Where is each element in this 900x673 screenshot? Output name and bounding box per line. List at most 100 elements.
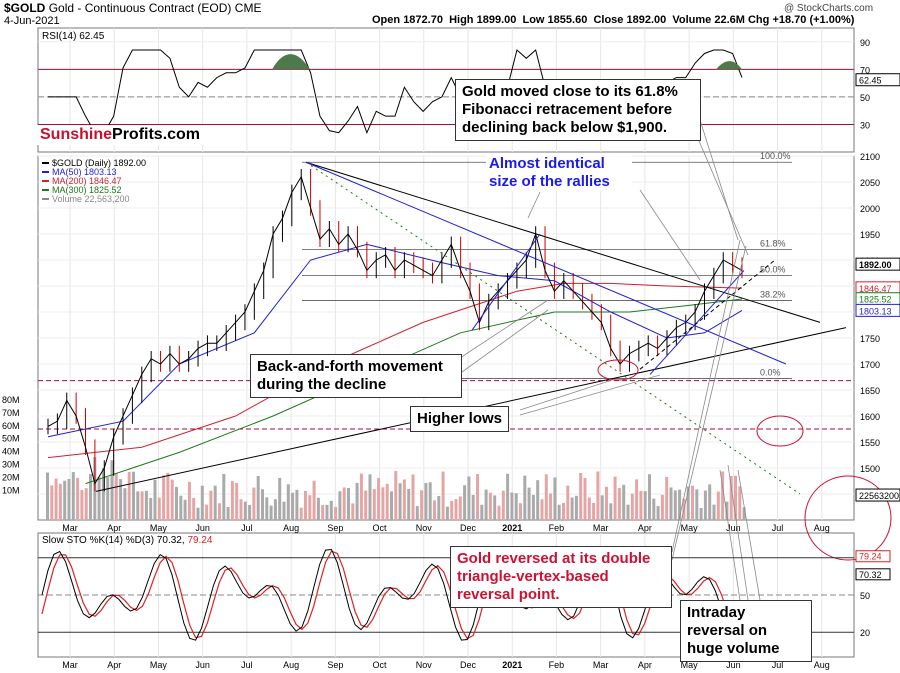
volume-bar xyxy=(205,504,209,520)
instrument-name: Gold - Continuous Contract (EOD) xyxy=(48,1,232,15)
volume-tick-label: 70M xyxy=(2,408,20,418)
volume-bar xyxy=(484,489,488,520)
volume-bar xyxy=(119,479,123,520)
price-tick-label: 2000 xyxy=(860,204,880,214)
volume-bar xyxy=(463,485,467,520)
fib-level-label: 0.0% xyxy=(760,368,781,378)
volume-bar xyxy=(669,487,673,520)
volume-bar xyxy=(162,475,166,520)
price-right-label: 22563200 xyxy=(859,491,899,501)
price-right-label: 1846.47 xyxy=(859,284,892,294)
callout-pointer xyxy=(671,239,741,553)
volume-bar xyxy=(187,481,191,520)
month-tick-label: Mar xyxy=(62,523,78,533)
month-tick-label: May xyxy=(150,523,168,533)
volume-bar xyxy=(725,501,729,520)
month-tick-label: Jun xyxy=(195,660,210,670)
volume-bar xyxy=(428,482,432,520)
month-tick-label: Mar xyxy=(593,523,609,533)
volume-bar xyxy=(372,489,376,520)
intraday-callout-text: Intraday reversal on huge volume xyxy=(687,604,780,657)
volume-bar xyxy=(368,474,372,520)
volume-bar xyxy=(519,503,522,520)
ticker: $GOLD xyxy=(4,1,46,15)
callout-pointer xyxy=(527,191,541,219)
target-circle xyxy=(756,415,804,447)
rsi-tick-label: 50 xyxy=(860,93,870,103)
price-tick-label: 1500 xyxy=(860,464,880,474)
price-close-line xyxy=(47,175,743,485)
volume-bar xyxy=(183,499,187,520)
fib-level-label: 38.2% xyxy=(760,290,786,300)
volume-bar xyxy=(549,493,553,520)
volume-bar xyxy=(480,504,484,520)
volume-bar xyxy=(235,482,239,520)
ma200-line xyxy=(47,282,743,459)
callout-pointer xyxy=(639,189,701,281)
volume-bar xyxy=(407,488,411,520)
sunshine-profits-logo: SunshineProfits.com xyxy=(36,125,205,145)
volume-bar xyxy=(226,507,230,520)
rsi-tick-label: 90 xyxy=(860,38,870,48)
rally-line xyxy=(471,233,541,331)
reversal-callout-text: Gold reversed at its double triangle-ver… xyxy=(457,550,651,603)
month-tick-label: Aug xyxy=(283,523,299,533)
month-tick-label: Jul xyxy=(772,523,784,533)
volume-bar xyxy=(536,480,540,520)
volume-bar xyxy=(273,499,277,520)
callout-pointer xyxy=(461,309,549,373)
volume-bar xyxy=(695,489,699,520)
volume-bar xyxy=(286,484,290,520)
month-tick-label: Aug xyxy=(283,660,299,670)
volume-bar xyxy=(699,507,703,520)
volume-bar xyxy=(101,468,105,520)
volume-bar xyxy=(467,476,471,520)
volume-bar xyxy=(523,475,527,520)
volume-bar xyxy=(110,460,114,520)
volume-bar xyxy=(574,495,578,520)
volume-bar xyxy=(415,506,419,520)
volume-bar xyxy=(635,479,639,520)
sto-right-label: 79.24 xyxy=(859,552,882,562)
volume-bar xyxy=(716,491,720,520)
open-label: Open xyxy=(372,14,401,26)
volume-bar xyxy=(230,481,234,520)
sto-title-part: 79.24 xyxy=(187,535,212,546)
month-tick-label: Nov xyxy=(416,660,433,670)
close-value: 1892.00 xyxy=(626,14,667,26)
volume-bar xyxy=(385,483,389,520)
volume-bar xyxy=(506,473,510,520)
volume-bar xyxy=(660,494,664,520)
rsi-overbought-fill xyxy=(272,54,310,70)
volume-bar xyxy=(140,491,144,520)
volume-bar xyxy=(269,505,273,520)
back-and-forth-callout: Back-and-forth movement during the decli… xyxy=(250,354,462,398)
volume-value: 22.6M xyxy=(714,14,745,26)
rsi-title: RSI(14) 62.45 xyxy=(42,31,105,42)
volume-bar xyxy=(170,479,174,520)
volume-bar xyxy=(58,483,62,520)
volume-bar xyxy=(510,492,514,520)
volume-bar xyxy=(566,485,570,520)
volume-bar xyxy=(377,478,381,520)
volume-bar xyxy=(114,473,118,520)
volume-bar xyxy=(295,489,299,520)
volume-bar xyxy=(89,474,92,520)
volume-bar xyxy=(398,483,402,520)
volume-bar xyxy=(570,497,574,520)
header-ticker: $GOLD Gold - Continuous Contract (EOD) C… xyxy=(4,1,261,15)
month-tick-label: 2021 xyxy=(502,660,522,670)
volume-tick-label: 20M xyxy=(2,472,20,482)
rallies-note-text: Almost identical size of the rallies xyxy=(489,155,610,190)
volume-bar xyxy=(544,474,548,520)
volume-bar xyxy=(261,489,264,520)
month-tick-label: Apr xyxy=(638,523,652,533)
price-tick-label: 2050 xyxy=(860,178,880,188)
legend-label: MA(200) 1846.47 xyxy=(52,176,122,186)
month-tick-label: Sep xyxy=(327,523,343,533)
price-tick-label: 1700 xyxy=(860,360,880,370)
reversal-callout: Gold reversed at its double triangle-ver… xyxy=(450,546,672,608)
volume-bar xyxy=(80,490,84,520)
callout-pointer xyxy=(719,469,741,601)
price-tick-label: 1550 xyxy=(860,438,880,448)
